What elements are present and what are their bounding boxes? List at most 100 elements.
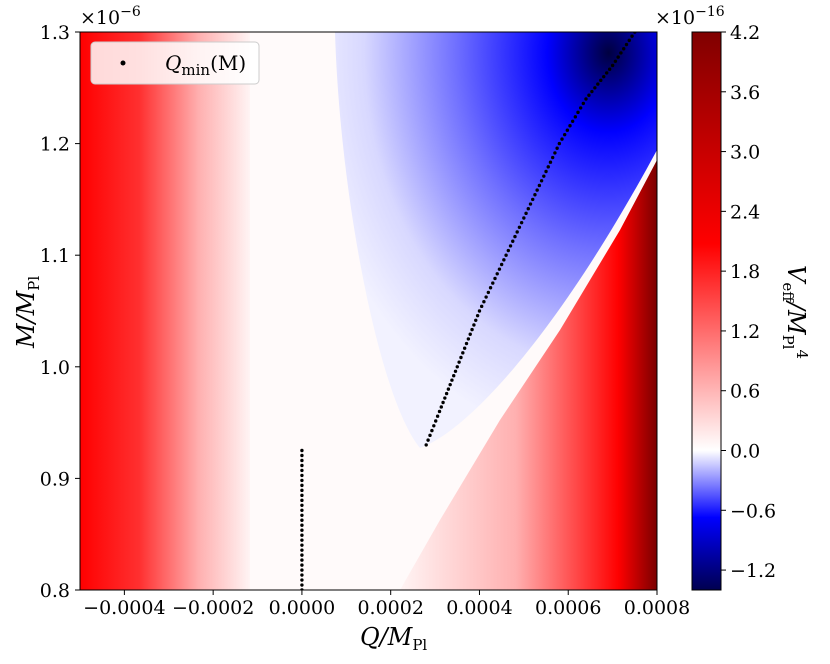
y-tick-label: 1.3 [40,22,70,44]
x-tick-label: −0.0004 [83,597,165,619]
colorbar-tick-label: 4.2 [730,22,760,44]
x-tick-label: 0.0004 [446,597,512,619]
x-tick-label: −0.0002 [172,597,254,619]
qmin-point [477,309,482,313]
qmin-point [562,132,567,137]
negative-potential-well [335,32,657,448]
colorbar-tick-label: 1.8 [730,261,760,283]
qmin-point [466,337,471,341]
qmin-point [613,59,618,63]
colorbar-tick-label: 3.0 [730,142,760,164]
qmin-point [531,197,535,202]
qmin-point [542,174,546,178]
qmin-point [300,563,304,567]
colorbar-ticks: 4.2 3.6 3.0 2.4 1.8 1.2 0.6 0.0 −0.6 −1.2 [721,22,776,582]
qmin-point [437,409,442,414]
qmin-point [546,165,550,169]
qmin-point [568,124,572,128]
qmin-point [441,400,445,405]
legend-box [90,41,260,85]
qmin-point [584,97,588,101]
qmin-point [616,55,620,59]
qmin-point [300,458,304,463]
qmin-point [300,538,304,542]
qmin-point [565,128,570,132]
qmin-point [497,267,502,271]
x-tick-label: 0.0006 [535,597,601,619]
qmin-point [475,313,480,318]
qmin-point [535,188,539,192]
y-axis-ticks: 0.8 0.9 1.0 1.1 1.2 1.3 [40,22,80,602]
qmin-point [484,295,488,299]
qmin-point [300,558,304,562]
qmin-series [300,32,637,590]
colorbar-tick-label: 0.0 [730,441,760,463]
qmin-point [504,253,508,257]
qmin-point [493,276,497,281]
qmin-point [513,234,517,239]
colorbar-label: Veff/MPl4 [779,265,811,359]
qmin-point [610,63,615,68]
colorbar-tick-label: 2.4 [730,201,760,223]
qmin-point [557,141,562,146]
qmin-point [550,155,555,160]
qmin-point [607,67,612,71]
qmin-point [435,414,440,418]
qmin-point [300,568,304,572]
qmin-point [470,327,474,332]
qmin-point [434,419,438,423]
y-axis-multiplier: ×10−6 [80,4,141,29]
qmin-point [576,110,580,115]
qmin-point [300,528,304,532]
qmin-point [524,211,528,216]
colorbar-tick-label: −1.2 [730,560,776,582]
y-tick-label: 1.2 [40,134,70,156]
colorbar-multiplier: ×10−16 [655,4,725,29]
qmin-point [300,513,304,517]
qmin-point [464,341,469,346]
qmin-point [300,468,304,473]
y-tick-label: 0.8 [40,580,70,602]
colorbar-tick-label: 3.6 [730,82,760,104]
qmin-point [300,553,304,557]
qmin-point [300,463,304,468]
qmin-point [457,360,461,364]
qmin-point [300,503,304,508]
qmin-point [630,34,634,38]
x-tick-label: 0.0000 [269,597,335,619]
qmin-point [430,428,434,433]
legend: Qmin(M) [90,41,260,85]
qmin-point [444,391,449,396]
qmin-point [300,533,304,537]
qmin-point [461,351,465,355]
qmin-point [622,47,626,51]
qmin-point [452,374,456,378]
qmin-point [300,523,304,527]
qmin-point [502,258,506,262]
qmin-point [426,438,430,442]
qmin-point [446,387,451,391]
qmin-point [555,146,559,150]
qmin-point [300,518,304,522]
qmin-point [537,183,542,188]
colorbar-tick-label: 1.2 [730,321,760,343]
qmin-point [526,207,530,211]
qmin-point [424,443,428,447]
qmin-point [300,488,304,493]
y-tick-label: 1.0 [40,357,70,379]
y-tick-label: 0.9 [40,468,70,490]
qmin-point [602,74,606,79]
qmin-point [517,225,522,229]
qmin-point [432,424,436,428]
qmin-point [495,272,499,276]
qmin-point [300,543,304,547]
qmin-point [544,169,548,174]
qmin-point [455,365,459,369]
colorbar: 4.23.63.02.41.81.20.60.0−0.6−1.2 ×10−16 … [655,4,811,591]
legend-marker [120,60,126,66]
qmin-point [548,160,553,164]
qmin-point [573,115,578,119]
qmin-point [300,473,304,478]
qmin-point [300,583,304,587]
